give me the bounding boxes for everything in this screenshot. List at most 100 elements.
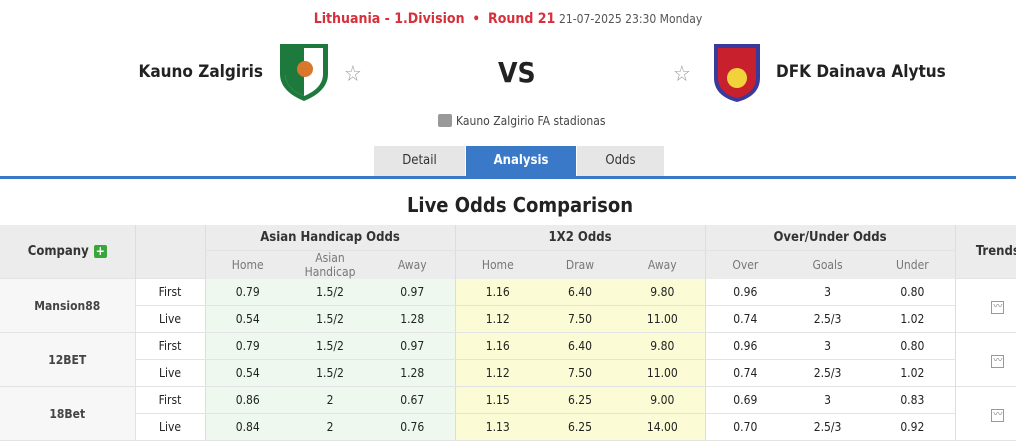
odds-cell: 1.5/2 (290, 359, 370, 387)
subheader-away: Away (620, 250, 706, 279)
odds-row-first: 12BET First 0.79 1.5/2 0.97 1.16 6.40 9.80 0.96 3… (0, 332, 1016, 387)
home-team-name[interactable]: Kauno Zalgiris (138, 62, 263, 82)
odds-type: First (135, 332, 205, 360)
odds-cell: 6.40 (540, 278, 621, 306)
odds-row-first: Mansion88 First 0.79 1.5/2 0.97 1.16 6.40 9.80 0… (0, 278, 1016, 333)
subheader-goals: Goals (785, 250, 871, 279)
away-favorite-star-icon[interactable]: ☆ (673, 62, 691, 87)
trends-cell: 〰 (954, 386, 1016, 441)
odds-row-first: 18Bet First 0.86 2 0.67 1.15 6.25 9.00 0.69 3 0.83… (0, 386, 1016, 441)
odds-cell: 0.79 (204, 332, 290, 360)
trend-chart-icon[interactable]: 〰 (991, 300, 1005, 314)
odds-cell: 6.25 (540, 413, 621, 441)
odds-cell: 1.5/2 (290, 278, 370, 306)
odds-cell: 1.13 (454, 413, 541, 441)
odds-cell: 11.00 (620, 305, 706, 333)
odds-cell: 0.83 (870, 386, 956, 414)
subheader-over: Over (704, 250, 786, 279)
league-link[interactable]: Lithuania - 1.Division (313, 11, 465, 27)
odds-cell: 0.79 (204, 278, 290, 306)
odds-cell: 2 (290, 413, 370, 441)
odds-table: Company + Asian Handicap Odds 1X2 Odds Ov… (0, 225, 1016, 441)
odds-cell: 0.96 (704, 278, 786, 306)
tab-odds[interactable]: Odds (577, 146, 664, 176)
odds-cell: 9.80 (620, 332, 706, 360)
odds-cell: 0.69 (704, 386, 786, 414)
odds-cell: 7.50 (540, 359, 621, 387)
odds-cell: 0.54 (204, 359, 290, 387)
tab-underline (0, 176, 1016, 179)
odds-type: Live (135, 359, 205, 387)
trend-chart-icon[interactable]: 〰 (991, 354, 1005, 368)
odds-row-live: Live 0.54 1.5/2 1.28 1.12 7.50 11.00 0.74 2.5/3 1… (0, 359, 1016, 387)
subheader-home: Home (454, 250, 541, 279)
home-favorite-star-icon[interactable]: ☆ (344, 62, 362, 87)
odds-type: First (135, 386, 205, 414)
subheader-asian-handicap: Asian Handicap (290, 250, 370, 279)
separator-dot: • (472, 12, 481, 27)
tab-analysis[interactable]: Analysis (466, 146, 576, 176)
company-name[interactable]: 18Bet (0, 386, 136, 441)
odds-type: Live (135, 413, 205, 441)
trend-chart-icon[interactable]: 〰 (991, 408, 1005, 422)
subheader-draw: Draw (540, 250, 621, 279)
odds-cell: 1.12 (454, 359, 541, 387)
odds-cell: 14.00 (620, 413, 706, 441)
match-datetime: 21-07-2025 23:30 Monday (558, 12, 703, 26)
odds-type: First (135, 278, 205, 306)
odds-cell: 0.76 (370, 413, 456, 441)
odds-cell: 3 (785, 278, 871, 306)
odds-cell: 0.96 (704, 332, 786, 360)
odds-cell: 1.12 (454, 305, 541, 333)
trends-cell: 〰 (954, 332, 1016, 387)
odds-cell: 1.16 (454, 278, 541, 306)
odds-cell: 2.5/3 (785, 359, 871, 387)
add-company-icon[interactable]: + (93, 244, 107, 258)
home-team-logo (280, 44, 328, 101)
odds-cell: 2 (290, 386, 370, 414)
odds-cell: 1.5/2 (290, 332, 370, 360)
subheader-away: Away (370, 250, 456, 279)
company-name[interactable]: 12BET (0, 332, 136, 387)
odds-cell: 0.86 (204, 386, 290, 414)
odds-cell: 7.50 (540, 305, 621, 333)
odds-cell: 11.00 (620, 359, 706, 387)
odds-cell: 0.74 (704, 305, 786, 333)
match-header: Lithuania - 1.Division • Round 21 21-07-20… (0, 11, 1016, 27)
tab-detail[interactable]: Detail (374, 146, 465, 176)
company-header: Company + (0, 225, 135, 279)
asian-handicap-header: Asian Handicap Odds (204, 225, 456, 251)
odds-cell: 0.70 (704, 413, 786, 441)
odds-cell: 6.40 (540, 332, 621, 360)
odds-cell: 0.92 (870, 413, 956, 441)
odds-cell: 1.15 (454, 386, 541, 414)
odds-cell: 0.80 (870, 332, 956, 360)
type-header (134, 225, 205, 279)
stadium-info: Kauno Zalgirio FA stadionas (438, 114, 605, 128)
odds-cell: 1.02 (870, 305, 956, 333)
odds-row-live: Live 0.54 1.5/2 1.28 1.12 7.50 11.00 0.74 2.5/3 1… (0, 305, 1016, 333)
odds-cell: 0.97 (370, 278, 456, 306)
subheader-under: Under (870, 250, 956, 279)
odds-cell: 1.16 (454, 332, 541, 360)
round-label: Round 21 (488, 11, 556, 27)
over-under-header: Over/Under Odds (704, 225, 956, 251)
odds-cell: 0.67 (370, 386, 456, 414)
odds-cell: 6.25 (540, 386, 621, 414)
odds-cell: 2.5/3 (785, 413, 871, 441)
odds-cell: 9.00 (620, 386, 706, 414)
odds-cell: 9.80 (620, 278, 706, 306)
stadium-name: Kauno Zalgirio FA stadionas (456, 114, 606, 128)
odds-row-live: Live 0.84 2 0.76 1.13 6.25 14.00 0.70 2.5/3 0.92 (0, 413, 1016, 441)
company-name[interactable]: Mansion88 (0, 278, 136, 333)
vs-label: VS (498, 56, 536, 89)
odds-cell: 0.80 (870, 278, 956, 306)
odds-cell: 2.5/3 (785, 305, 871, 333)
odds-cell: 0.84 (204, 413, 290, 441)
odds-cell: 0.54 (204, 305, 290, 333)
odds-cell: 3 (785, 332, 871, 360)
away-team-logo (714, 44, 760, 102)
away-team-name[interactable]: DFK Dainava Alytus (776, 62, 946, 82)
odds-cell: 1.02 (870, 359, 956, 387)
trends-cell: 〰 (954, 278, 1016, 333)
